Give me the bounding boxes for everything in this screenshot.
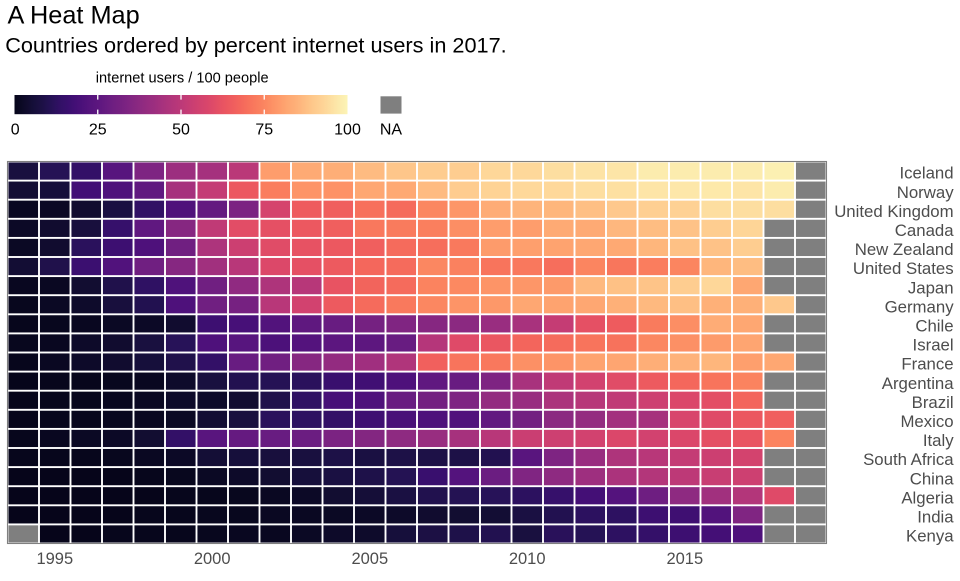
svg-text:Chile: Chile [915, 317, 953, 336]
svg-text:Countries ordered by percent i: Countries ordered by percent internet us… [5, 33, 507, 58]
svg-text:2005: 2005 [351, 550, 388, 568]
svg-text:Algeria: Algeria [901, 488, 954, 507]
svg-text:United Kingdom: United Kingdom [834, 202, 953, 221]
svg-text:100: 100 [334, 122, 361, 139]
svg-text:2010: 2010 [509, 550, 546, 568]
svg-text:2015: 2015 [666, 550, 703, 568]
svg-text:South Africa: South Africa [863, 450, 954, 469]
svg-text:New Zealand: New Zealand [855, 240, 954, 259]
svg-text:Brazil: Brazil [912, 393, 954, 412]
svg-text:75: 75 [255, 122, 273, 139]
svg-text:25: 25 [89, 122, 107, 139]
svg-text:France: France [901, 355, 953, 374]
svg-text:Germany: Germany [885, 297, 955, 316]
svg-text:India: India [917, 508, 954, 527]
svg-text:Argentina: Argentina [882, 374, 955, 393]
svg-text:1995: 1995 [36, 550, 73, 568]
svg-text:Israel: Israel [913, 336, 954, 355]
svg-text:Norway: Norway [897, 183, 954, 202]
svg-text:Kenya: Kenya [906, 527, 954, 546]
svg-text:Mexico: Mexico [900, 412, 953, 431]
svg-text:Canada: Canada [895, 221, 954, 240]
svg-text:Japan: Japan [908, 278, 954, 297]
svg-text:internet users / 100 people: internet users / 100 people [96, 71, 269, 87]
svg-text:A Heat Map: A Heat Map [8, 1, 140, 29]
svg-text:Iceland: Iceland [899, 164, 953, 183]
svg-text:2000: 2000 [194, 550, 231, 568]
svg-text:NA: NA [380, 122, 403, 139]
svg-text:50: 50 [172, 122, 190, 139]
svg-text:0: 0 [11, 122, 20, 139]
svg-text:Italy: Italy [923, 431, 954, 450]
svg-text:China: China [910, 469, 955, 488]
svg-text:United States: United States [853, 259, 954, 278]
